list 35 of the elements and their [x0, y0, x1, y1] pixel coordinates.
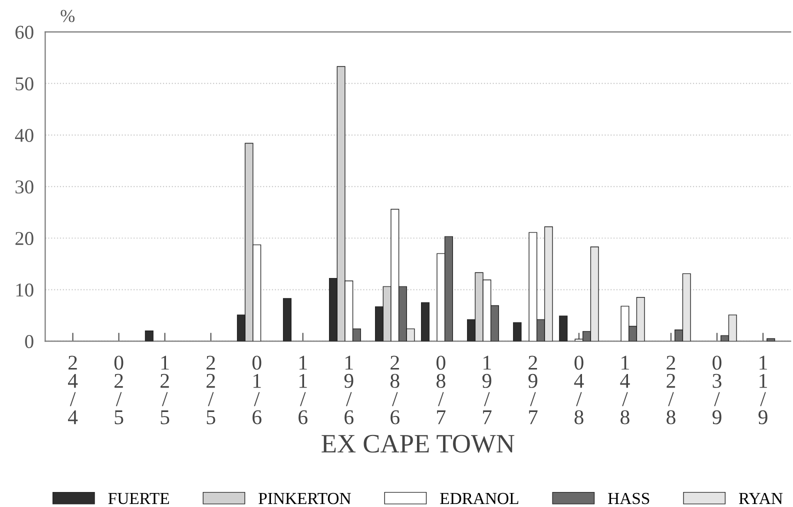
x-tick-label: 28/6 [390, 356, 400, 424]
y-tick-label: 30 [16, 180, 34, 194]
y-tick-label: 40 [15, 128, 34, 142]
x-tick-label: 22/5 [206, 356, 216, 424]
y-tick-label: 50 [16, 77, 34, 90]
x-tick-label: 14/8 [620, 356, 630, 424]
bar [559, 316, 568, 342]
legend-label: HASS [608, 492, 650, 504]
legend-label: EDRANOL [440, 492, 518, 504]
y-tick-label: 10 [16, 283, 34, 297]
y-axis-title: % [60, 10, 75, 22]
bar [282, 298, 292, 342]
x-tick-label: 19/7 [482, 356, 492, 424]
y-tick-label: 60 [15, 26, 34, 39]
bar [144, 330, 154, 342]
x-tick-label: 11/6 [298, 356, 308, 424]
legend-label: PINKERTON [258, 492, 351, 504]
x-tick-label: 01/6 [252, 356, 262, 424]
bar [421, 302, 430, 342]
x-tick-label: 12/5 [160, 356, 170, 424]
legend-label: FUERTE [108, 493, 169, 504]
x-tick-label: 24/4 [68, 356, 78, 424]
x-axis-title: EX CAPE TOWN [322, 434, 514, 453]
legend-label: RYAN [739, 492, 783, 504]
x-tick-label: 03/9 [712, 356, 722, 424]
x-tick-label: 08/7 [436, 356, 446, 424]
x-tick-label: 04/8 [574, 356, 584, 424]
x-tick-label: 19/6 [344, 356, 354, 424]
x-tick-label: 22/8 [666, 356, 676, 424]
x-tick-label: 11/9 [758, 356, 768, 424]
bar [513, 322, 522, 342]
x-tick-label: 29/7 [528, 356, 538, 424]
x-tick-label: 02/5 [114, 356, 124, 424]
y-tick-label: 20 [16, 232, 34, 246]
y-tick-label: 0 [25, 335, 34, 348]
